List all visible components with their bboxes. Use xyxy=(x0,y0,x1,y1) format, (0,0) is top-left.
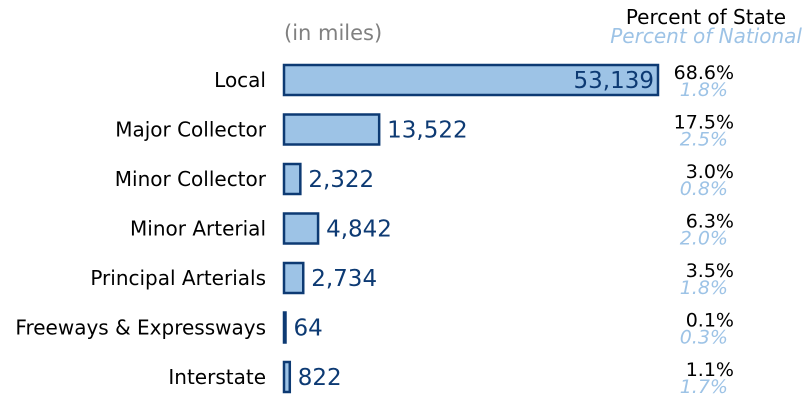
bar-0 xyxy=(282,63,660,97)
percent-of-state: 17.5% xyxy=(674,112,734,134)
percent-of-national: 0.3% xyxy=(680,327,728,349)
percent-of-national: 1.8% xyxy=(680,79,728,101)
bar-value-label: 64 xyxy=(294,316,323,342)
category-label: Minor Collector xyxy=(115,167,267,191)
percent-of-state: 3.0% xyxy=(686,161,734,183)
header-percent-of-state: Percent of State xyxy=(626,5,786,29)
bar-3 xyxy=(282,212,320,245)
category-label: Freeways & Expressways xyxy=(15,316,266,340)
bar-6 xyxy=(282,360,292,394)
percent-of-state: 0.1% xyxy=(686,310,734,332)
bar-value-label: 822 xyxy=(298,365,342,391)
percent-of-national: 1.7% xyxy=(680,376,728,395)
percent-of-state: 68.6% xyxy=(674,62,734,84)
percent-of-national: 1.8% xyxy=(680,277,728,299)
bar-4 xyxy=(282,261,305,295)
bar-value-label: 53,139 xyxy=(574,68,654,94)
percent-of-national: 2.5% xyxy=(680,129,728,151)
bar-value-label: 2,322 xyxy=(308,167,374,193)
category-label: Local xyxy=(214,68,266,92)
percent-of-state: 1.1% xyxy=(686,359,734,381)
category-label: Interstate xyxy=(168,365,266,389)
bar-2 xyxy=(282,162,302,196)
category-label: Principal Arterials xyxy=(90,266,266,290)
category-label: Minor Arterial xyxy=(130,217,266,241)
bar-1 xyxy=(282,113,381,146)
unit-note: (in miles) xyxy=(284,21,382,45)
header-percent-of-national: Percent of National xyxy=(610,24,802,48)
chart-rows: Local 53,139 68.6%1.8%Major Collector 13,52… xyxy=(15,62,734,395)
bar-value-label: 4,842 xyxy=(326,217,392,243)
bar-value-label: 13,522 xyxy=(387,118,467,144)
bar-5 xyxy=(282,311,287,344)
category-label: Major Collector xyxy=(115,118,267,142)
percent-of-national: 0.8% xyxy=(680,178,728,200)
percent-of-state: 3.5% xyxy=(686,260,734,282)
percent-of-state: 6.3% xyxy=(686,211,734,233)
bar-value-label: 2,734 xyxy=(311,266,377,292)
percent-of-national: 2.0% xyxy=(680,228,728,250)
